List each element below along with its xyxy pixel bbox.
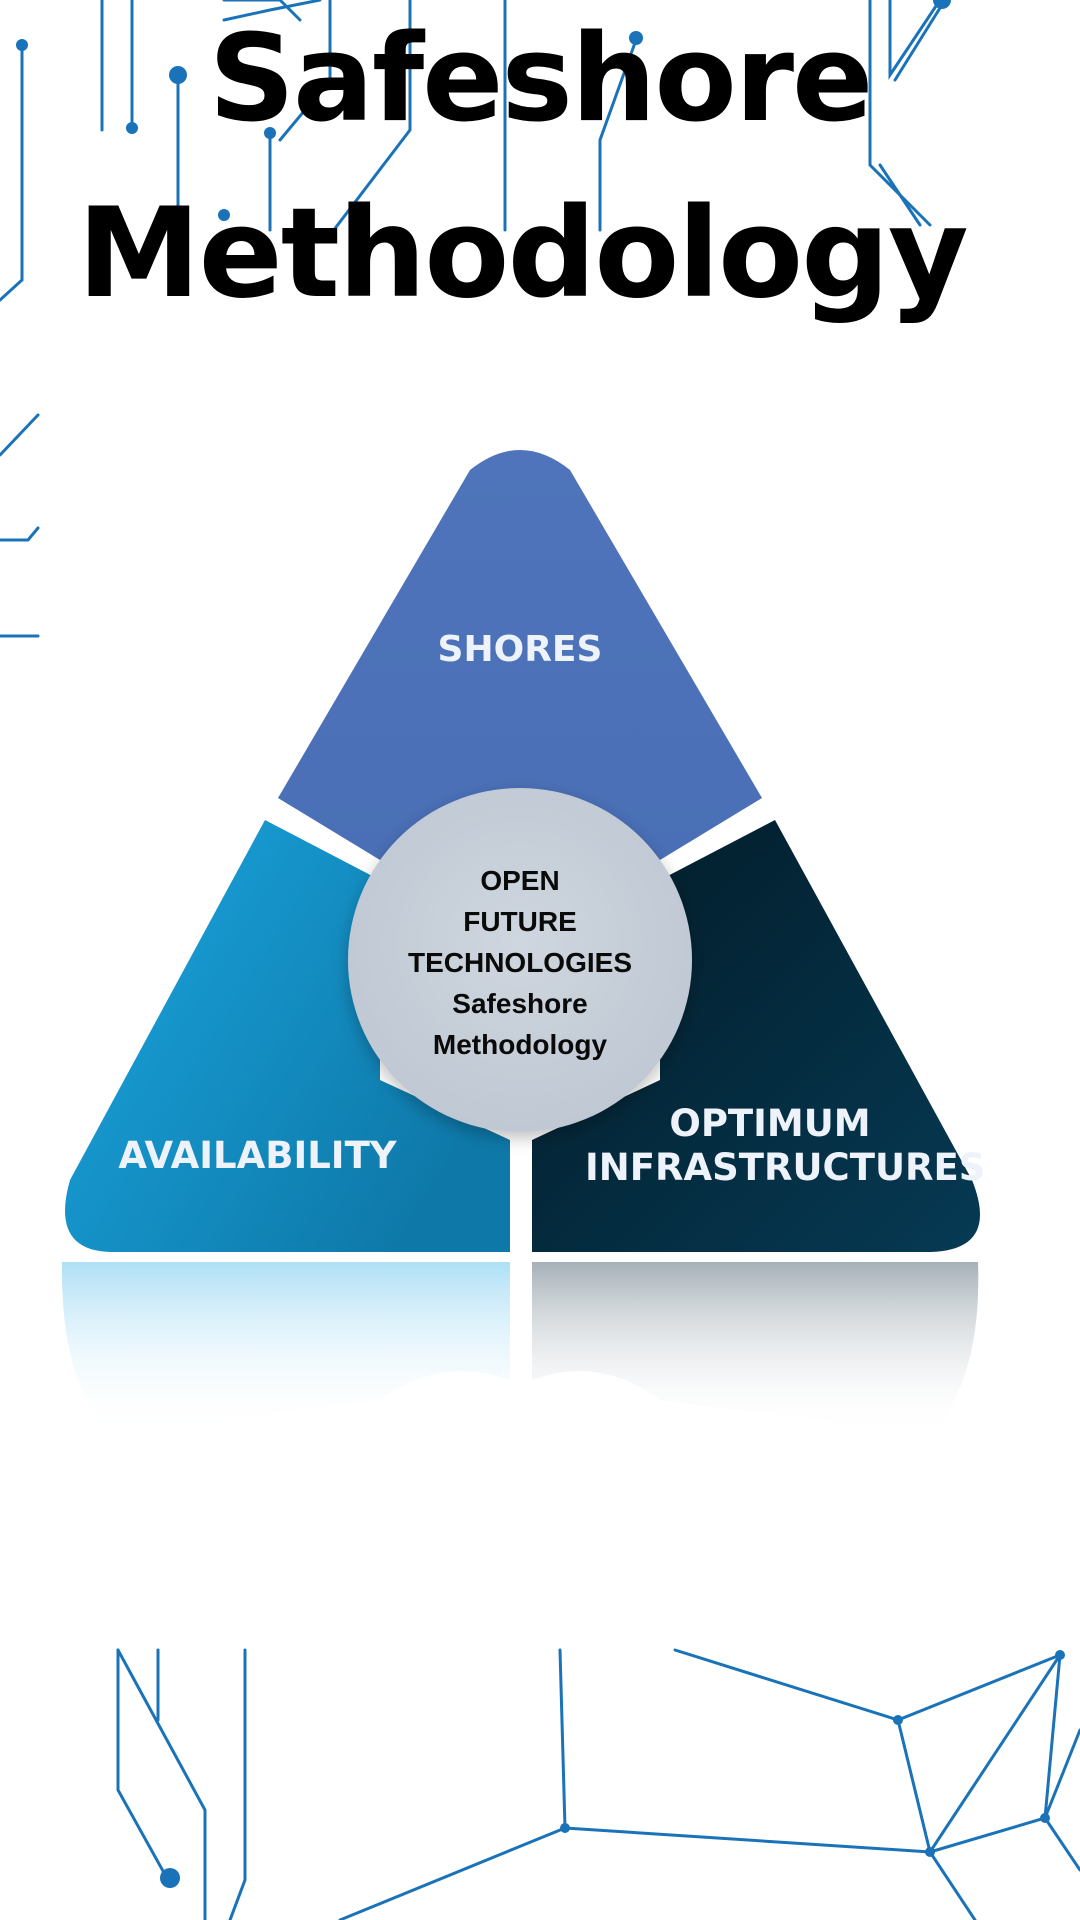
reflection-right xyxy=(532,1262,979,1435)
title-line-2: Methodology xyxy=(77,182,968,326)
center-line-4: Safeshore xyxy=(452,988,588,1019)
segment-availability xyxy=(65,820,510,1252)
label-shores: SHORES xyxy=(437,629,603,670)
segment-optimum xyxy=(532,820,980,1252)
center-line-5: Methodology xyxy=(432,1029,608,1060)
title-line-1: Safeshore xyxy=(208,10,874,149)
label-optimum-line-2: INFRASTRUCTURES xyxy=(585,1146,986,1190)
center-text: OPEN FUTURE TECHNOLOGIES Safeshore Metho… xyxy=(360,860,680,1065)
reflection-left xyxy=(61,1262,511,1435)
segment-shores xyxy=(278,450,762,860)
label-optimum-line-1: OPTIMUM xyxy=(669,1102,871,1145)
label-optimum-infrastructures: OPTIMUM INFRASTRUCTURES xyxy=(585,1102,986,1191)
label-availability: AVAILABILITY xyxy=(118,1134,397,1177)
center-line-2: FUTURE xyxy=(463,906,577,937)
center-line-3: TECHNOLOGIES xyxy=(407,947,632,978)
center-line-1: OPEN xyxy=(480,865,560,896)
center-circle xyxy=(348,788,692,1132)
